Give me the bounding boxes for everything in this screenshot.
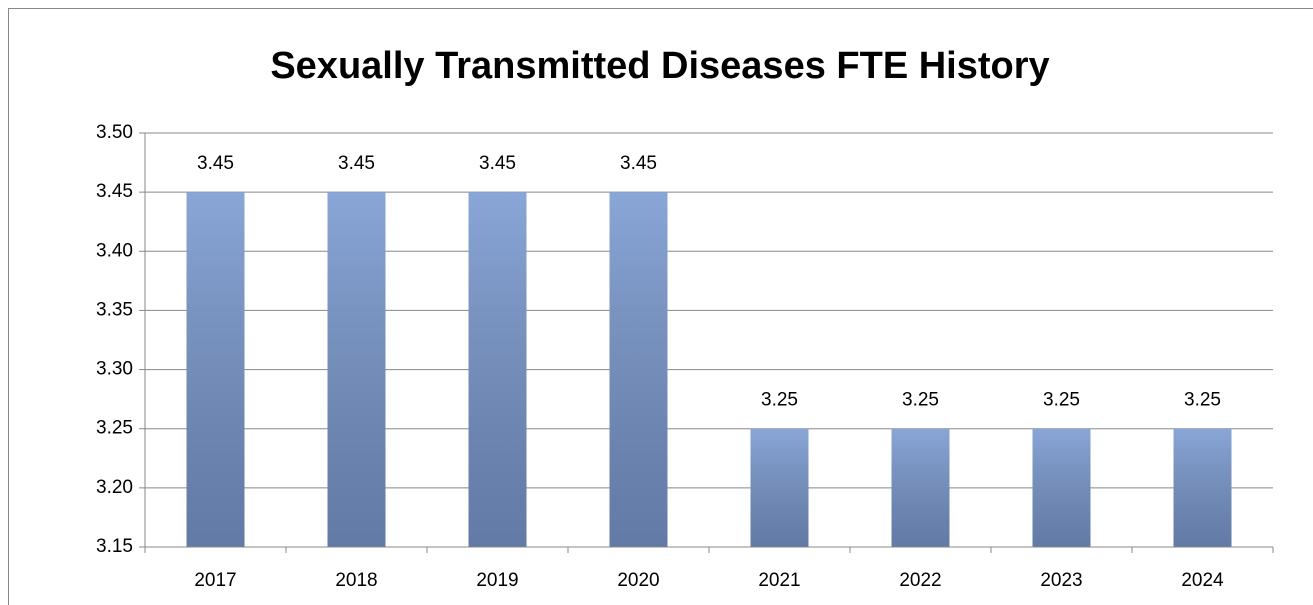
y-tick-label: 3.15	[96, 536, 133, 557]
x-tick-label: 2024	[1181, 570, 1224, 591]
data-label: 3.25	[761, 390, 798, 411]
x-tick-label: 2018	[335, 570, 377, 591]
bar-shade	[327, 192, 386, 547]
data-label: 3.25	[1184, 390, 1221, 411]
data-label: 3.45	[620, 153, 657, 174]
x-tick-label: 2021	[758, 570, 800, 591]
bar-shade	[891, 428, 950, 547]
x-tick-label: 2020	[617, 570, 659, 591]
bar-shade	[468, 192, 527, 547]
y-tick-label: 3.50	[96, 122, 133, 143]
data-label: 3.45	[479, 153, 516, 174]
y-tick-label: 3.40	[96, 240, 133, 261]
data-label: 3.25	[1043, 390, 1080, 411]
x-tick-label: 2017	[194, 570, 236, 591]
bar-shade	[750, 428, 809, 547]
data-label: 3.45	[338, 153, 375, 174]
y-tick-label: 3.30	[96, 359, 133, 380]
x-tick-label: 2022	[899, 570, 941, 591]
y-tick-label: 3.45	[96, 181, 133, 202]
y-tick-label: 3.35	[96, 299, 133, 320]
bar-shade	[609, 192, 668, 547]
y-tick-label: 3.25	[96, 418, 133, 439]
chart-title: Sexually Transmitted Diseases FTE Histor…	[270, 45, 1049, 87]
bar-shade	[1173, 428, 1232, 547]
data-label: 3.25	[902, 390, 939, 411]
bar-shade	[1032, 428, 1091, 547]
bar-shade	[186, 192, 245, 547]
data-label: 3.45	[197, 153, 234, 174]
y-tick-label: 3.20	[96, 477, 133, 498]
x-tick-label: 2019	[476, 570, 518, 591]
x-tick-label: 2023	[1040, 570, 1082, 591]
